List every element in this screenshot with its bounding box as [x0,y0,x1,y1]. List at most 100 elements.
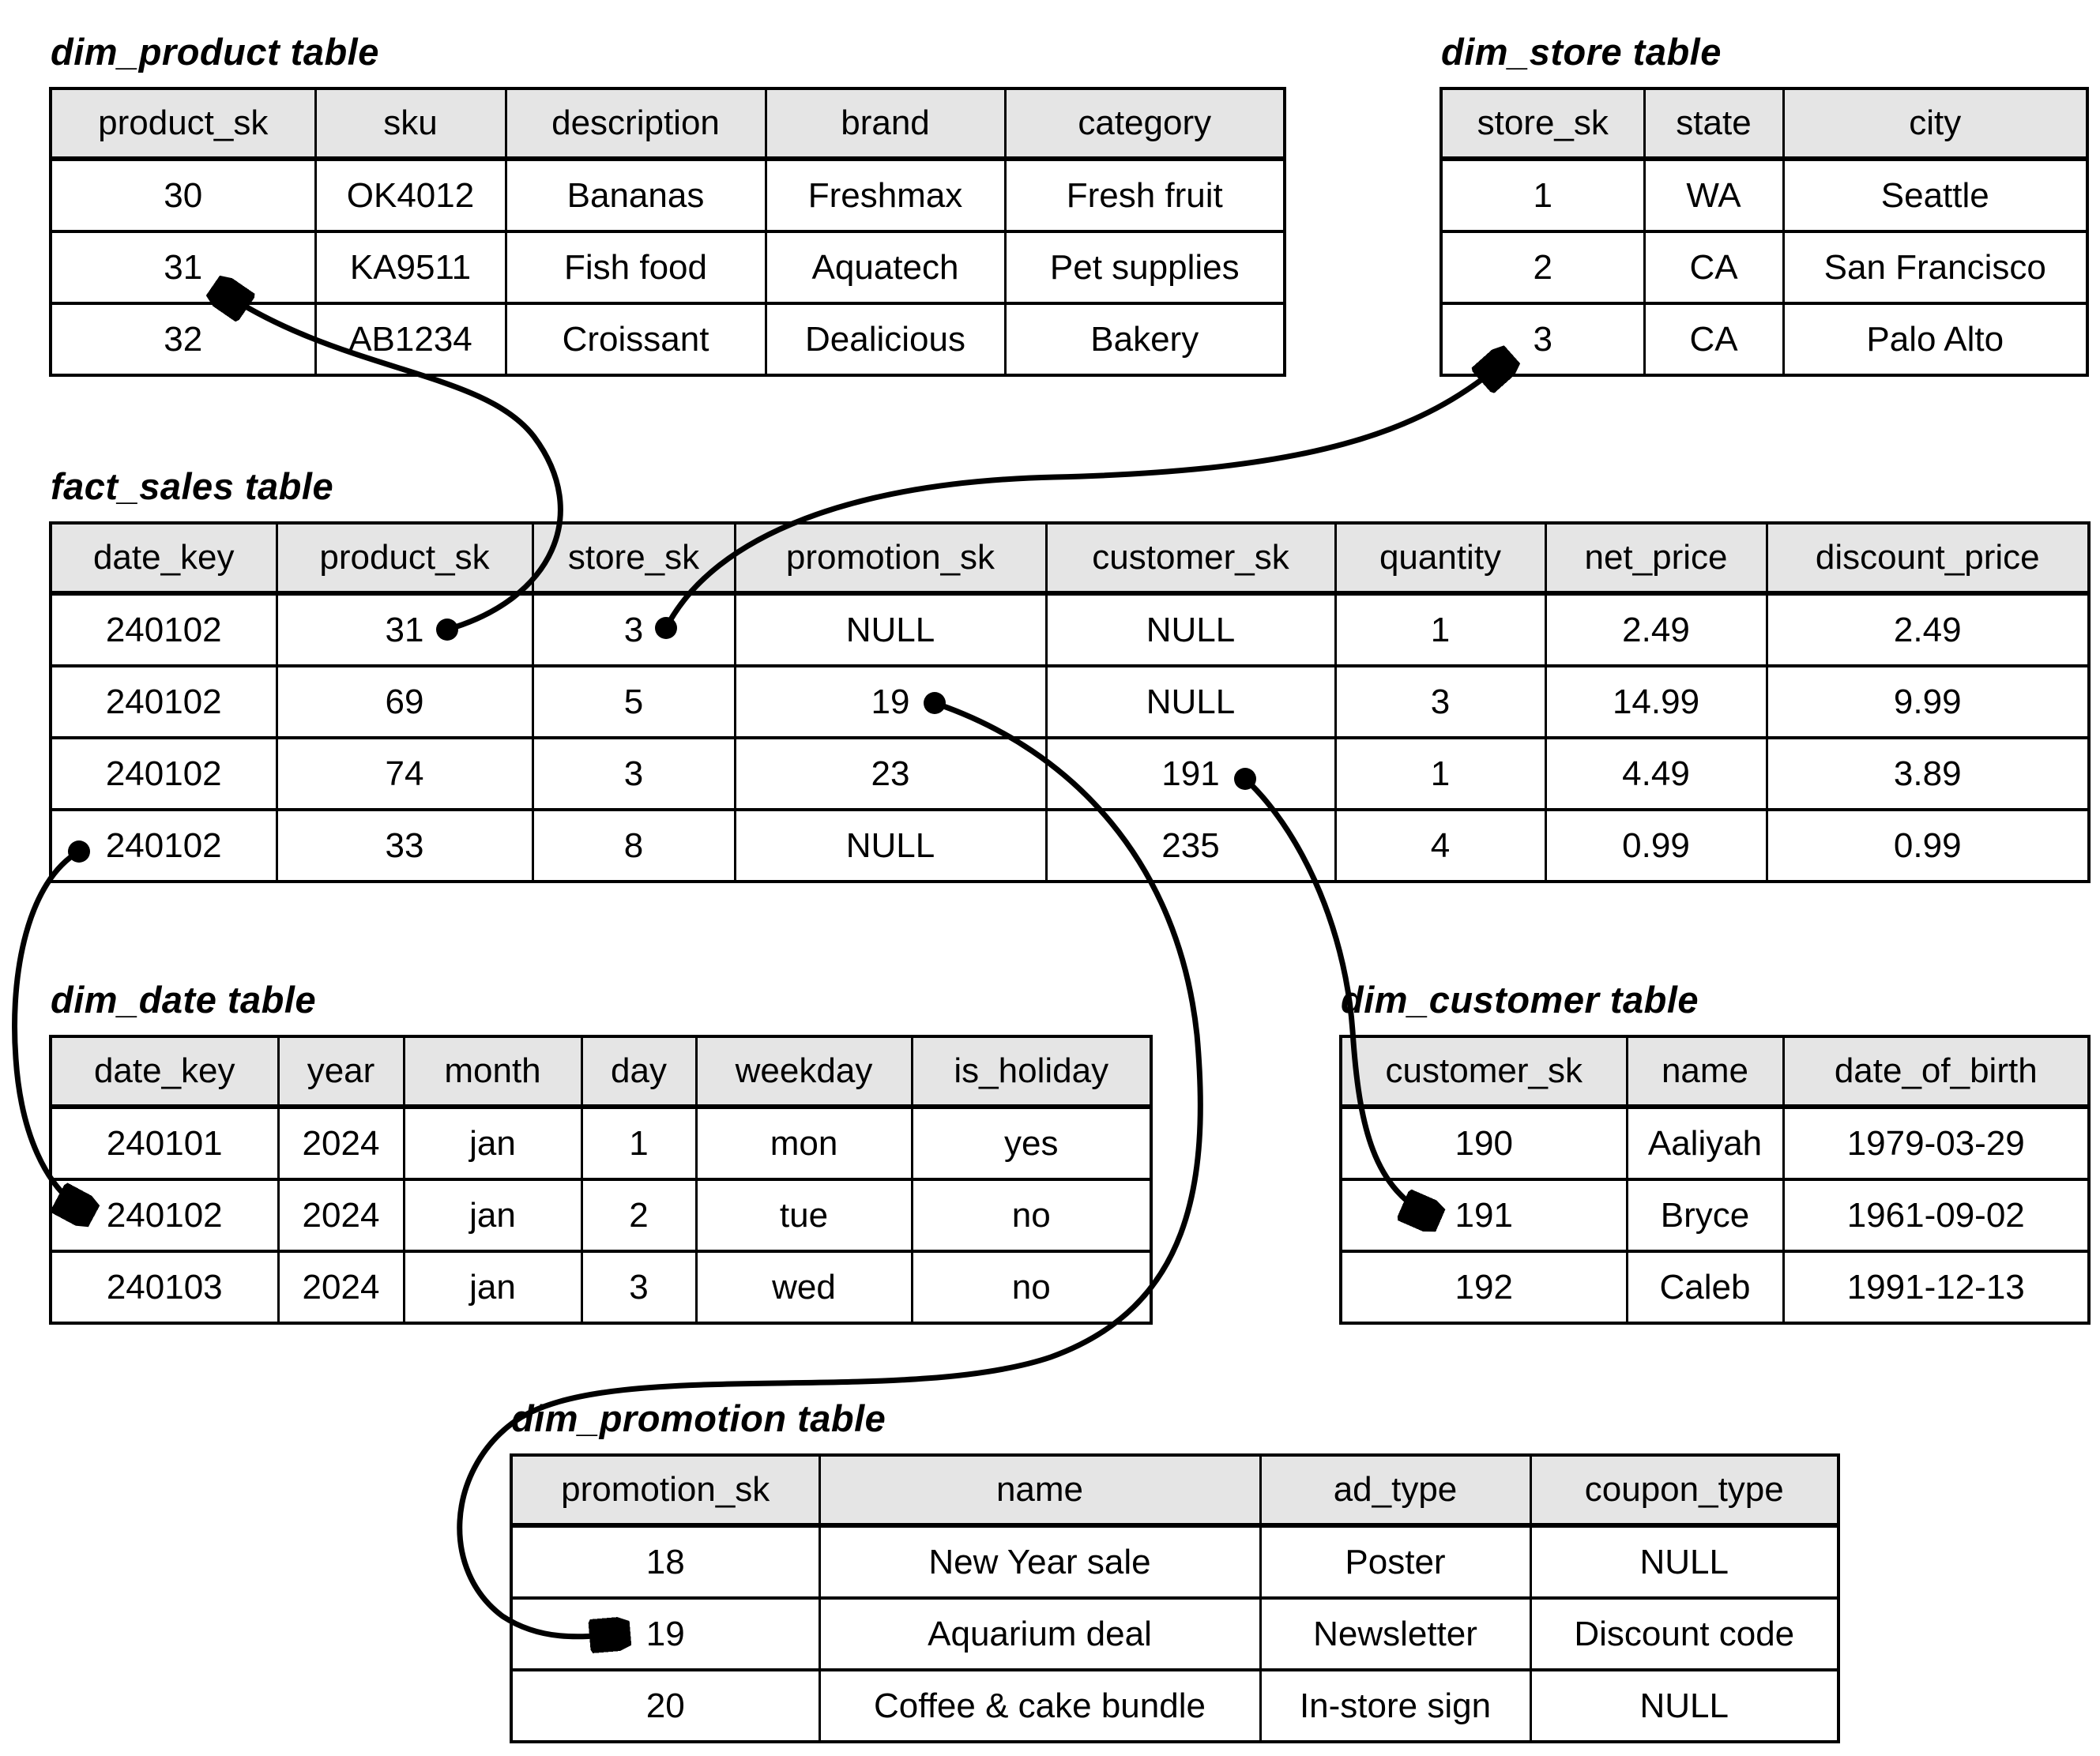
table-cell: Bryce [1625,1178,1785,1253]
table-cell: 1991-12-13 [1782,1250,2091,1325]
table-cell: NULL [1529,1524,1840,1600]
table-cell: CA [1643,230,1785,305]
column-header-net_price: net_price [1544,521,1768,596]
table-cell: 19 [510,1596,821,1671]
table-cell: 3 [531,592,736,667]
table-cell: New Year sale [818,1524,1262,1600]
column-header-discount_price: discount_price [1765,521,2091,596]
table-cell: 69 [275,664,534,739]
column-header-ad_type: ad_type [1259,1453,1532,1528]
table-cell: San Francisco [1782,230,2089,305]
table-cell: 5 [531,664,736,739]
table-cell: CA [1643,302,1785,377]
table-cell: 32 [49,302,317,377]
table-cell: 2 [580,1178,698,1253]
table-cell: 3 [580,1250,698,1325]
table-cell: yes [910,1105,1153,1181]
dim-promotion-table: promotion_sk name ad_type coupon_type 18 New … [510,1453,1840,1743]
table-cell: no [910,1178,1153,1253]
column-header-date_key: date_key [49,1035,280,1109]
column-header-name: name [818,1453,1262,1528]
table-cell: 2.49 [1765,592,2091,667]
table-cell: 8 [531,808,736,883]
dim-promotion-title: dim_promotion table [511,1397,886,1439]
table-cell: jan [402,1178,583,1253]
table-cell: 20 [510,1668,821,1743]
table-cell: Aquatech [764,230,1007,305]
column-header-customer_sk: customer_sk [1339,1035,1628,1109]
table-row: 240103 2024 jan 3 wed no [49,1250,1153,1325]
table-cell: wed [694,1250,913,1325]
column-header-name: name [1625,1035,1785,1109]
column-header-store_sk: store_sk [1440,87,1646,161]
table-cell: tue [694,1178,913,1253]
column-header-coupon_type: coupon_type [1529,1453,1840,1528]
table-cell: 9.99 [1765,664,2091,739]
table-row: 240101 2024 jan 1 mon yes [49,1105,1153,1181]
dim-customer-title: dim_customer table [1341,979,1699,1021]
column-header-brand: brand [764,87,1007,161]
table-cell: Aaliyah [1625,1105,1785,1181]
table-cell: 30 [49,157,317,233]
table-cell: 3 [531,736,736,811]
table-row: 240102 2024 jan 2 tue no [49,1178,1153,1253]
column-header-quantity: quantity [1334,521,1547,596]
table-row: 190 Aaliyah 1979-03-29 [1339,1105,2091,1181]
table-cell: NULL [1529,1668,1840,1743]
table-cell: 240101 [49,1105,280,1181]
table-cell: 19 [733,664,1048,739]
column-header-category: category [1003,87,1286,161]
table-cell: KA9511 [314,230,507,305]
table-row: 18 New Year sale Poster NULL [510,1524,1840,1600]
table-cell: mon [694,1105,913,1181]
table-cell: 240102 [49,808,278,883]
table-cell: NULL [733,808,1048,883]
table-cell: Aquarium deal [818,1596,1262,1671]
column-header-store_sk: store_sk [531,521,736,596]
table-cell: 1979-03-29 [1782,1105,2091,1181]
table-cell: 31 [275,592,534,667]
table-cell: jan [402,1105,583,1181]
column-header-promotion_sk: promotion_sk [733,521,1048,596]
column-header-sku: sku [314,87,507,161]
table-cell: Caleb [1625,1250,1785,1325]
table-cell: 2 [1440,230,1646,305]
column-header-year: year [277,1035,405,1109]
table-row: 2 CA San Francisco [1440,230,2089,305]
table-cell: Seattle [1782,157,2089,233]
table-cell: 4 [1334,808,1547,883]
table-cell: 191 [1339,1178,1628,1253]
table-cell: Discount code [1529,1596,1840,1671]
table-row: 32 AB1234 Croissant Dealicious Bakery [49,302,1286,377]
table-cell: 240102 [49,1178,280,1253]
dim-product-title: dim_product table [51,31,379,73]
table-cell: 33 [275,808,534,883]
dim-store-title: dim_store table [1441,31,1722,73]
table-cell: 2.49 [1544,592,1768,667]
table-row: 240102 33 8 NULL 235 4 0.99 0.99 [49,808,2091,883]
table-cell: 2024 [277,1250,405,1325]
column-header-state: state [1643,87,1785,161]
table-cell: Fresh fruit [1003,157,1286,233]
table-cell: 3.89 [1765,736,2091,811]
column-header-promotion_sk: promotion_sk [510,1453,821,1528]
table-cell: Bananas [504,157,767,233]
table-row: 192 Caleb 1991-12-13 [1339,1250,2091,1325]
table-row: 19 Aquarium deal Newsletter Discount code [510,1596,1840,1671]
table-cell: In-store sign [1259,1668,1532,1743]
column-header-customer_sk: customer_sk [1044,521,1337,596]
table-cell: AB1234 [314,302,507,377]
table-cell: Dealicious [764,302,1007,377]
table-cell: Bakery [1003,302,1286,377]
dim-product-table: product_sk sku description brand category 30 O… [49,87,1286,377]
column-header-weekday: weekday [694,1035,913,1109]
table-row: 191 Bryce 1961-09-02 [1339,1178,2091,1253]
table-cell: Fish food [504,230,767,305]
table-cell: 1 [1440,157,1646,233]
table-cell: 31 [49,230,317,305]
table-cell: NULL [1044,592,1337,667]
table-cell: 1 [580,1105,698,1181]
column-header-month: month [402,1035,583,1109]
column-header-date_of_birth: date_of_birth [1782,1035,2091,1109]
